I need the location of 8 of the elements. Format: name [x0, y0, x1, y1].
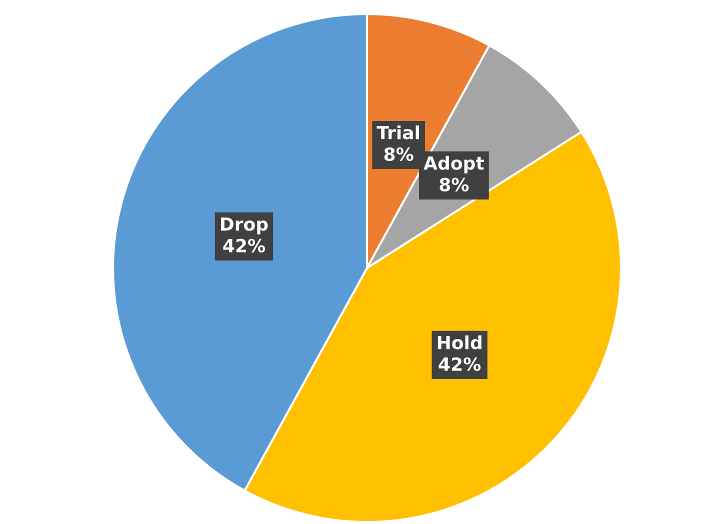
- data-label: 8%: [384, 147, 414, 162]
- slice-label: Hold: [438, 335, 482, 350]
- slice-label: Drop: [221, 217, 268, 234]
- data-label: 42%: [223, 238, 266, 252]
- slice-label: Adopt: [424, 156, 484, 174]
- slice-label: Trial: [376, 125, 419, 140]
- data-label: 8%: [440, 178, 469, 192]
- data-label: 42%: [438, 357, 481, 371]
